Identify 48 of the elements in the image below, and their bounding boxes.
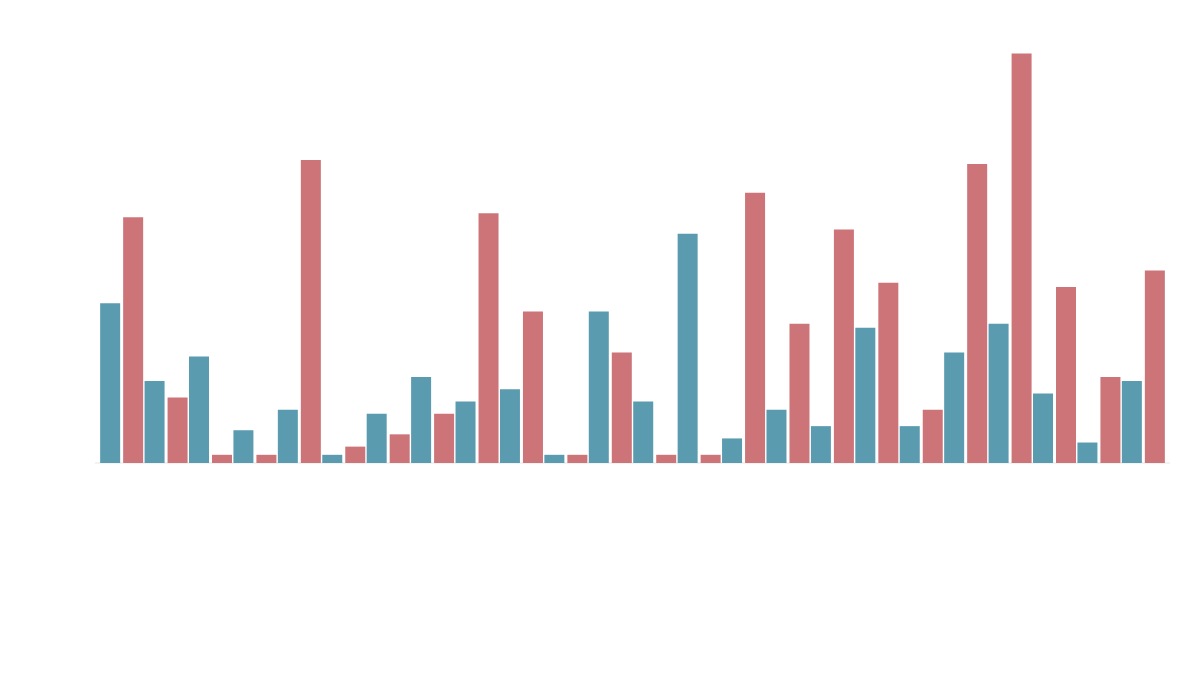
bar	[766, 409, 787, 463]
bar	[189, 356, 209, 463]
bar	[1100, 377, 1121, 463]
bar	[855, 327, 876, 463]
bar	[1011, 53, 1032, 463]
bar	[567, 454, 588, 463]
bar	[123, 217, 144, 463]
bar	[233, 430, 254, 463]
bar	[700, 454, 721, 463]
bar	[277, 409, 298, 463]
bar	[499, 389, 520, 463]
bar	[633, 401, 654, 463]
bar	[212, 454, 232, 463]
bar	[411, 377, 432, 463]
bar	[1144, 270, 1165, 463]
bar	[1056, 286, 1077, 463]
bar	[455, 401, 476, 463]
bar	[810, 426, 831, 463]
bar	[611, 352, 632, 463]
bar	[1077, 442, 1098, 463]
bar	[677, 233, 698, 463]
bar	[878, 282, 899, 463]
bar	[544, 454, 565, 463]
bar	[922, 409, 943, 463]
bar	[100, 303, 121, 463]
bar	[389, 434, 410, 463]
bar	[345, 446, 366, 463]
bar	[478, 213, 499, 463]
bar	[988, 323, 1009, 463]
bar	[300, 159, 321, 463]
bar	[899, 426, 920, 463]
bar	[967, 164, 988, 463]
bar	[588, 311, 609, 463]
bar	[789, 323, 810, 463]
bar	[722, 438, 743, 463]
bar	[144, 381, 165, 463]
bar	[1121, 381, 1142, 463]
bar	[366, 413, 387, 463]
bar	[522, 311, 543, 463]
bar	[256, 454, 277, 463]
bar	[1033, 393, 1054, 463]
bar	[833, 229, 854, 463]
bar	[322, 454, 343, 463]
bar	[944, 352, 965, 463]
bar	[745, 192, 766, 463]
bar	[167, 397, 188, 463]
bar	[656, 454, 677, 463]
bar	[434, 413, 455, 463]
